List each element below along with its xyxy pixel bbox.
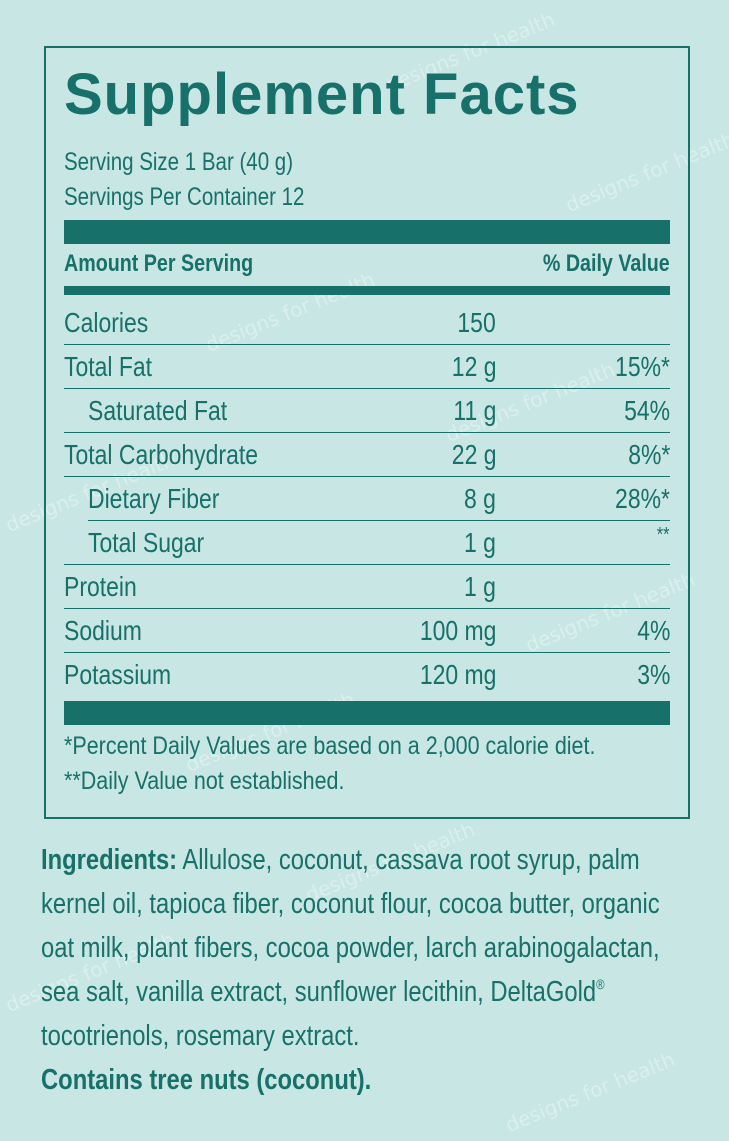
nutrient-daily-value: ** [657, 524, 670, 546]
nutrient-amount: 150 [457, 307, 496, 338]
thick-divider [64, 701, 670, 725]
nutrient-name: Sodium [64, 615, 142, 646]
nutrient-name: Potassium [64, 659, 172, 690]
nutrient-amount: 1 g [464, 571, 496, 602]
nutrient-row: Total Sugar 1 g ** [64, 520, 670, 565]
nutrient-amount: 100 mg [419, 615, 496, 646]
ingredients-label: Ingredients: [41, 844, 178, 876]
nutrient-name: Calories [64, 307, 149, 338]
nutrient-daily-value: 4% [636, 615, 670, 646]
panel-title: Supplement Facts [64, 62, 580, 127]
nutrient-row: Calories 150 [64, 300, 670, 345]
nutrient-amount: 12 g [451, 351, 496, 382]
serving-size: Serving Size 1 Bar (40 g) [64, 148, 294, 176]
nutrient-name: Saturated Fat [88, 395, 228, 426]
nutrient-row: Total Fat 12 g 15%* [64, 344, 670, 389]
ingredients-text: Allulose, coconut, cassava root syrup, p… [41, 844, 660, 1008]
daily-value-header: % Daily Value [543, 250, 670, 277]
nutrient-name: Total Fat [64, 351, 153, 382]
footnote-not-established: **Daily Value not established. [64, 767, 345, 795]
nutrient-name: Total Carbohydrate [64, 439, 258, 470]
nutrient-daily-value: 3% [636, 659, 670, 690]
nutrient-daily-value: 15%* [615, 351, 670, 382]
nutrient-row: Potassium 120 mg 3% [64, 652, 670, 696]
nutrient-daily-value: 28%* [615, 483, 670, 514]
nutrient-row: Protein 1 g [64, 564, 670, 609]
nutrient-name: Total Sugar [88, 527, 205, 558]
servings-per-container: Servings Per Container 12 [64, 183, 305, 211]
nutrient-amount: 120 mg [419, 659, 496, 690]
nutrient-amount: 11 g [453, 395, 496, 426]
nutrient-name: Protein [64, 571, 137, 602]
nutrient-amount: 22 g [451, 439, 496, 470]
thick-divider [64, 220, 670, 244]
allergen-statement: Contains tree nuts (coconut). [41, 1064, 372, 1096]
nutrient-amount: 8 g [464, 483, 496, 514]
ingredients-block: Ingredients: Allulose, coconut, cassava … [41, 838, 689, 1102]
footnote-daily-values: *Percent Daily Values are based on a 2,0… [64, 732, 596, 760]
supplement-facts-panel: Supplement Facts Serving Size 1 Bar (40 … [44, 46, 690, 819]
nutrient-daily-value: 54% [624, 395, 670, 426]
nutrient-row: Saturated Fat 11 g 54% [64, 388, 670, 433]
amount-per-serving-header: Amount Per Serving [64, 250, 254, 277]
header-divider [64, 286, 670, 295]
nutrient-amount: 1 g [464, 527, 496, 558]
nutrient-name: Dietary Fiber [88, 483, 220, 514]
nutrient-daily-value: 8%* [627, 439, 670, 470]
nutrient-row: Dietary Fiber 8 g 28%* [64, 476, 670, 521]
nutrient-row: Total Carbohydrate 22 g 8%* [64, 432, 670, 477]
ingredients-text-end: tocotrienols, rosemary extract. [41, 1020, 360, 1052]
nutrient-row: Sodium 100 mg 4% [64, 608, 670, 653]
registered-mark: ® [596, 976, 605, 992]
